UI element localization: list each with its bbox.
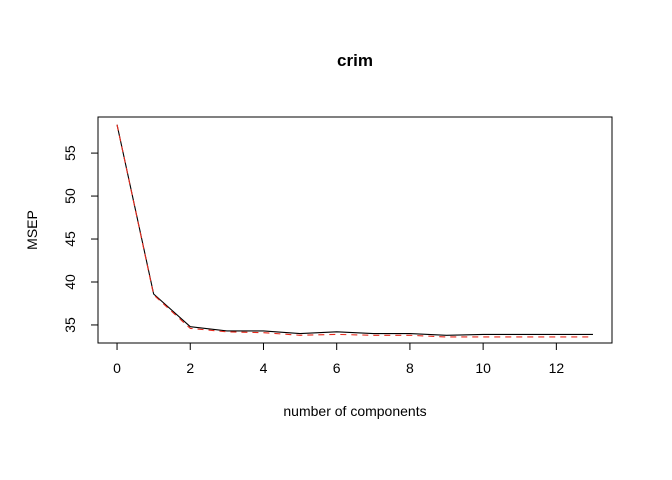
x-tick-label: 0 — [113, 360, 121, 376]
x-tick-label: 4 — [260, 360, 268, 376]
chart-title: crim — [337, 51, 373, 70]
x-tick-label: 6 — [333, 360, 341, 376]
x-axis-label: number of components — [283, 403, 426, 419]
y-tick-label: 50 — [62, 188, 78, 204]
y-tick-label: 45 — [62, 231, 78, 247]
plot-frame — [97, 116, 613, 344]
y-tick-label: 40 — [62, 274, 78, 290]
x-tick-label: 10 — [475, 360, 491, 376]
y-axis: 35 40 45 50 55 — [62, 145, 99, 333]
x-tick-label: 12 — [549, 360, 565, 376]
y-axis-label: MSEP — [24, 210, 40, 250]
y-tick-label: 35 — [62, 317, 78, 333]
x-axis: 0 2 4 6 8 10 12 — [113, 342, 565, 376]
y-tick-label: 55 — [62, 145, 78, 161]
series-layer — [116, 124, 593, 338]
x-tick-label: 2 — [186, 360, 194, 376]
series-line-1 — [116, 124, 593, 336]
x-tick-label: 8 — [406, 360, 414, 376]
series-line-2 — [116, 124, 593, 338]
